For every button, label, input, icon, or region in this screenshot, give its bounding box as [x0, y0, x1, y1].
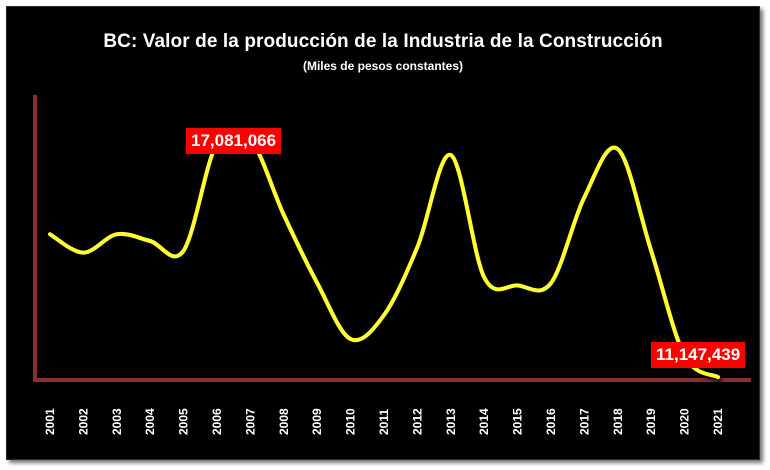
x-tick-label-2004: 2004: [143, 408, 157, 435]
x-tick-label-2017: 2017: [577, 408, 591, 435]
annotation-peak-2006: 17,081,066: [186, 127, 282, 154]
x-tick-label-2020: 2020: [678, 408, 692, 435]
x-tick-label-2008: 2008: [277, 408, 291, 435]
chart-frame: BC: Valor de la producción de la Industr…: [6, 6, 760, 460]
x-tick-label-2010: 2010: [344, 408, 358, 435]
x-tick-label-2021: 2021: [711, 408, 725, 435]
x-tick-label-2013: 2013: [444, 408, 458, 435]
x-tick-label-2007: 2007: [243, 408, 257, 435]
x-tick-label-2014: 2014: [477, 408, 491, 435]
x-tick-label-2005: 2005: [177, 408, 191, 435]
x-tick-label-2003: 2003: [110, 408, 124, 435]
x-tick-label-2002: 2002: [76, 408, 90, 435]
x-tick-label-2006: 2006: [210, 408, 224, 435]
series-line-produccion: [48, 127, 720, 380]
x-tick-label-2001: 2001: [43, 408, 57, 435]
x-tick-label-2012: 2012: [410, 408, 424, 435]
x-tick-label-2009: 2009: [310, 408, 324, 435]
x-tick-label-2015: 2015: [511, 408, 525, 435]
chart-plot-area: 2001 2002 2003 2004 2005 2006 2007 2008 2009 2010…: [33, 95, 751, 435]
x-tick-label-2019: 2019: [644, 408, 658, 435]
x-tick-label-2018: 2018: [611, 408, 625, 435]
chart-subtitle: (Miles de pesos constantes): [302, 59, 464, 73]
x-tick-label-2011: 2011: [377, 409, 391, 435]
x-tick-label-2016: 2016: [544, 408, 558, 435]
annotation-last-2021: 11,147,439: [651, 342, 746, 369]
chart-title: BC: Valor de la producción de la Industr…: [103, 31, 663, 52]
